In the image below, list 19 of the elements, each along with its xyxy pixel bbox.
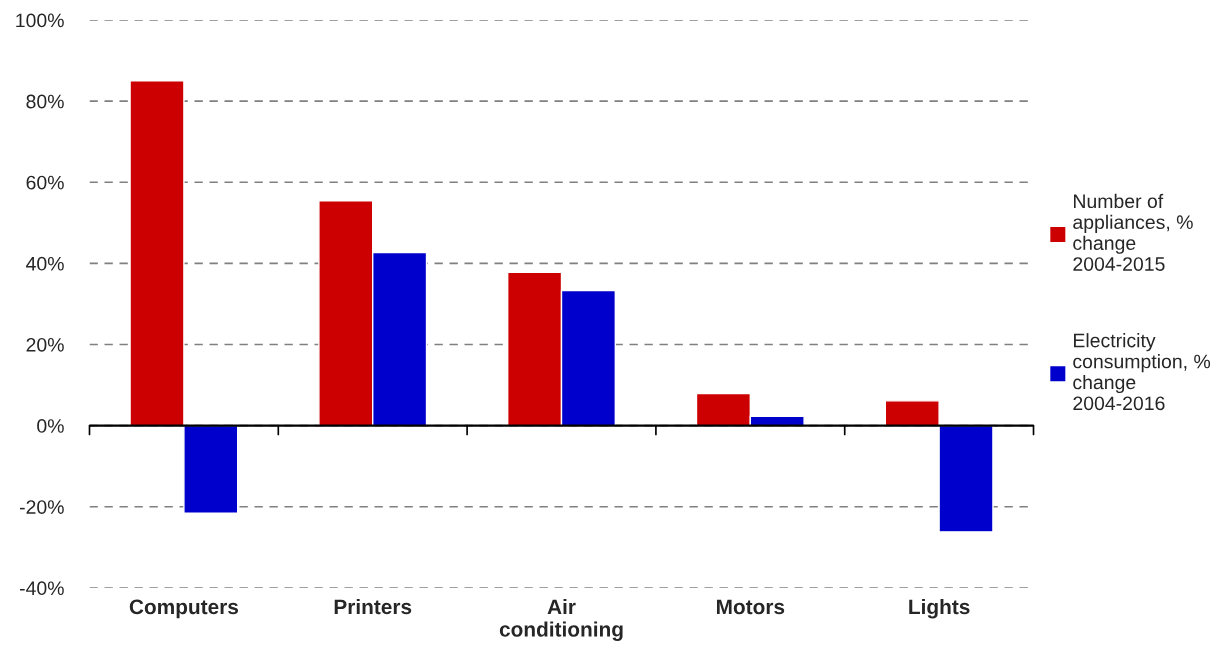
- x-tick-label: Motors: [716, 599, 785, 615]
- y-tick-label: -20%: [19, 500, 64, 514]
- y-tick-label: 100%: [16, 13, 64, 28]
- x-tick-label: Lights: [909, 598, 970, 619]
- y-tick-label: 20%: [26, 337, 64, 352]
- bar: [938, 424, 994, 533]
- y-tick-label: -40%: [19, 581, 64, 596]
- x-tick-label: Air conditioning: [499, 598, 623, 641]
- x-tick-label: Computers: [129, 599, 239, 619]
- bar: [183, 424, 239, 514]
- y-tick-label: 80%: [26, 94, 64, 109]
- y-tick-label: 40%: [26, 256, 64, 271]
- y-tick-label: 60%: [26, 175, 64, 190]
- y-tick-label: 0%: [37, 419, 64, 433]
- legend-label: Electricity consumption, % change 2004-2016: [1073, 333, 1211, 411]
- legend-label: Number of appliances, % change 2004-2015: [1073, 193, 1193, 271]
- bar: [884, 400, 940, 427]
- x-tick-label: Printers: [334, 598, 412, 615]
- bar: [129, 80, 185, 427]
